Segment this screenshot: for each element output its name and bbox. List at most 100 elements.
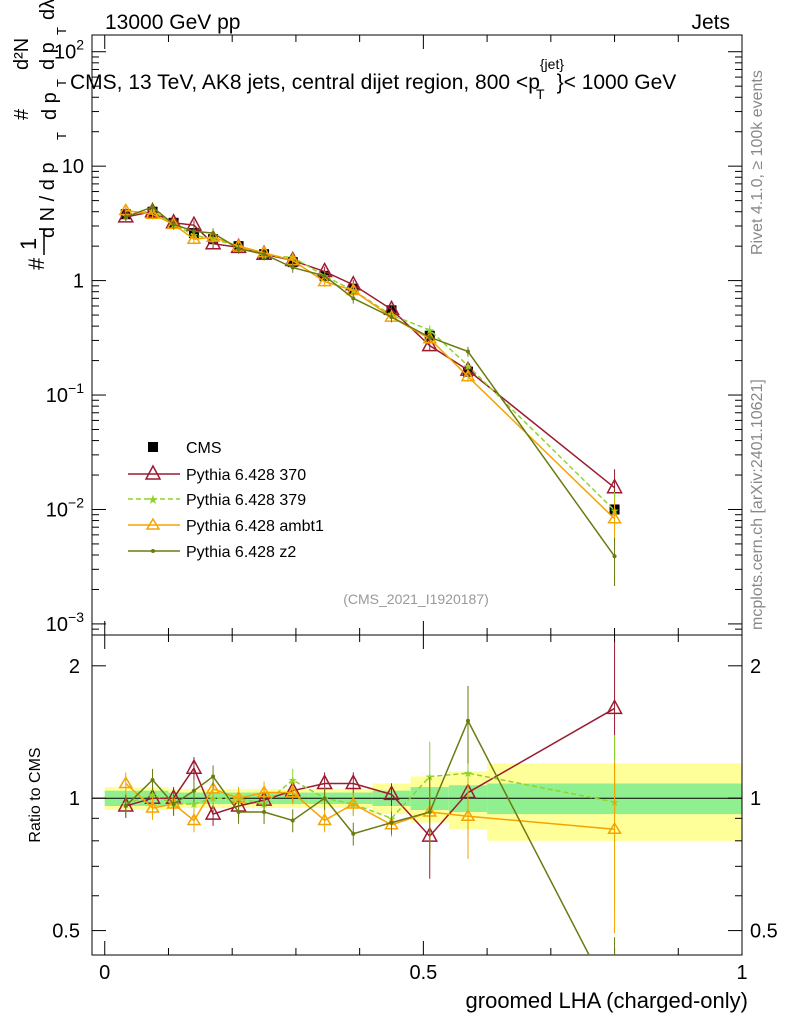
ratio-y-tick-label: 2 xyxy=(69,656,80,678)
ratio-point-p370 xyxy=(383,784,400,801)
category-label: Jets xyxy=(691,11,730,34)
ratio-point-p370 xyxy=(185,758,203,774)
main-point-z2 xyxy=(290,265,295,270)
svg-text:T: T xyxy=(54,27,69,35)
svg-text:CMS: CMS xyxy=(186,440,222,457)
main-point-z2 xyxy=(427,335,432,340)
main-point-z2 xyxy=(389,315,394,320)
main-point-ambt1 xyxy=(607,511,622,524)
ratio-point-p370 xyxy=(345,773,362,790)
main-point-ambt1 xyxy=(145,206,160,219)
main-series-line-ambt1 xyxy=(125,209,616,520)
main-y-tick-label: 10−1 xyxy=(46,380,84,407)
ratio-point-z2 xyxy=(322,796,327,801)
main-point-z2 xyxy=(262,252,267,257)
legend-item-370: Pythia 6.428 370 xyxy=(128,464,306,484)
main-point-z2 xyxy=(465,349,470,354)
svg-text:Pythia 6.428 370: Pythia 6.428 370 xyxy=(186,467,306,484)
ratio-point-z2 xyxy=(236,810,241,815)
legend-item-cms: CMS xyxy=(148,440,222,457)
main-y-tick-label: 102 xyxy=(54,37,84,64)
svg-text:d²N: d²N xyxy=(11,38,33,70)
ratio-point-z2 xyxy=(389,820,394,825)
plot-title: CMS, 13 TeV, AK8 jets, central dijet reg… xyxy=(70,56,676,102)
ratio-y-tick-label-right: 2 xyxy=(750,656,761,678)
ratio-point-ambt1 xyxy=(205,781,221,794)
main-y-tick-label: 10 xyxy=(62,156,84,178)
ratio-point-ambt1 xyxy=(256,785,272,798)
main-y-axis-title: # 1 d N / d p T # d p T d²N d p T dλ xyxy=(11,0,69,270)
ratio-series-line-p370 xyxy=(125,707,615,838)
main-point-p379: ★ xyxy=(463,361,473,373)
main-series-line-z2 xyxy=(125,206,616,557)
ratio-point-z2 xyxy=(123,803,128,808)
legend-item-z2: Pythia 6.428 z2 xyxy=(128,544,296,561)
svg-text:Pythia 6.428 379: Pythia 6.428 379 xyxy=(186,492,306,509)
svg-text:Pythia 6.428 z2: Pythia 6.428 z2 xyxy=(186,544,296,561)
beam-label: 13000 GeV pp xyxy=(105,11,240,34)
main-point-z2 xyxy=(236,246,241,251)
ratio-point-p379: ★ xyxy=(189,799,199,811)
legend: CMS Pythia 6.428 370 ★ Pythia 6.428 379 … xyxy=(128,440,324,561)
ratio-point-z2 xyxy=(191,788,196,793)
main-point-p370 xyxy=(204,234,222,250)
ratio-y-tick-label-right: 0.5 xyxy=(750,921,778,943)
ratio-point-ambt1 xyxy=(145,800,160,813)
ratio-point-ambt1 xyxy=(345,796,361,809)
svg-text:d p: d p xyxy=(39,92,61,120)
main-point-p379: ★ xyxy=(425,325,435,337)
main-point-z2 xyxy=(211,231,216,236)
main-point-ambt1 xyxy=(186,231,202,244)
svg-text:d p: d p xyxy=(37,42,59,70)
svg-text:T: T xyxy=(54,79,69,87)
main-y-tick-label: 10−2 xyxy=(46,494,84,521)
main-point-ambt1 xyxy=(317,274,332,287)
main-point-ambt1 xyxy=(460,369,476,382)
ratio-y-axis-title: Ratio to CMS xyxy=(27,747,44,842)
ratio-point-ambt1 xyxy=(317,812,332,826)
ratio-point-p379: ★ xyxy=(148,789,158,801)
main-point-z2 xyxy=(123,214,128,219)
ratio-series-group: ★★★★★★★★★★★★★★ xyxy=(117,641,623,955)
svg-text:d N / d p: d N / d p xyxy=(37,162,59,238)
ratio-point-z2 xyxy=(262,810,267,815)
main-point-z2 xyxy=(150,204,155,209)
svg-text:★: ★ xyxy=(147,492,159,507)
ratio-point-z2 xyxy=(427,810,432,815)
legend-item-ambt1: Pythia 6.428 ambt1 xyxy=(128,517,324,535)
x-axis-title: groomed LHA (charged-only) xyxy=(466,988,748,1013)
svg-text:#: # xyxy=(24,257,49,270)
ratio-frame xyxy=(91,634,743,956)
ratio-y-tick-label: 0.5 xyxy=(52,921,80,943)
ratio-series-line-z2 xyxy=(125,718,590,955)
legend-item-379: ★ Pythia 6.428 379 xyxy=(128,492,306,509)
svg-text:#: # xyxy=(11,108,33,120)
ratio-point-ambt1 xyxy=(118,776,134,789)
main-y-tick-label: 1 xyxy=(73,271,84,293)
main-point-ambt1 xyxy=(205,229,221,242)
svg-text:Pythia 6.428 ambt1: Pythia 6.428 ambt1 xyxy=(186,518,324,535)
main-y-tick-label: 10−3 xyxy=(46,609,84,636)
main-point-z2 xyxy=(612,554,617,559)
main-point-p370 xyxy=(421,336,439,352)
source-label: mcplots.cern.ch [arXiv:2401.10621] xyxy=(749,379,766,630)
ratio-point-ambt1 xyxy=(186,812,202,826)
ratio-point-z2 xyxy=(211,774,216,779)
ratio-point-z2 xyxy=(351,831,356,836)
ratio-x-tick-label: 0 xyxy=(99,962,110,984)
analysis-id-label: (CMS_2021_I1920187) xyxy=(343,591,489,607)
ratio-point-z2 xyxy=(290,818,295,823)
ratio-y-tick-label-right: 1 xyxy=(750,788,761,810)
svg-text:T: T xyxy=(54,132,69,140)
ratio-x-tick-label: 0.5 xyxy=(409,962,437,984)
ratio-point-ambt1 xyxy=(607,821,622,834)
ratio-point-z2 xyxy=(171,802,176,807)
ratio-point-ambt1 xyxy=(460,808,476,821)
main-point-z2 xyxy=(191,229,196,234)
main-series-line-p379 xyxy=(125,209,616,512)
ratio-point-p379: ★ xyxy=(288,775,298,787)
svg-text:dλ: dλ xyxy=(37,0,59,20)
